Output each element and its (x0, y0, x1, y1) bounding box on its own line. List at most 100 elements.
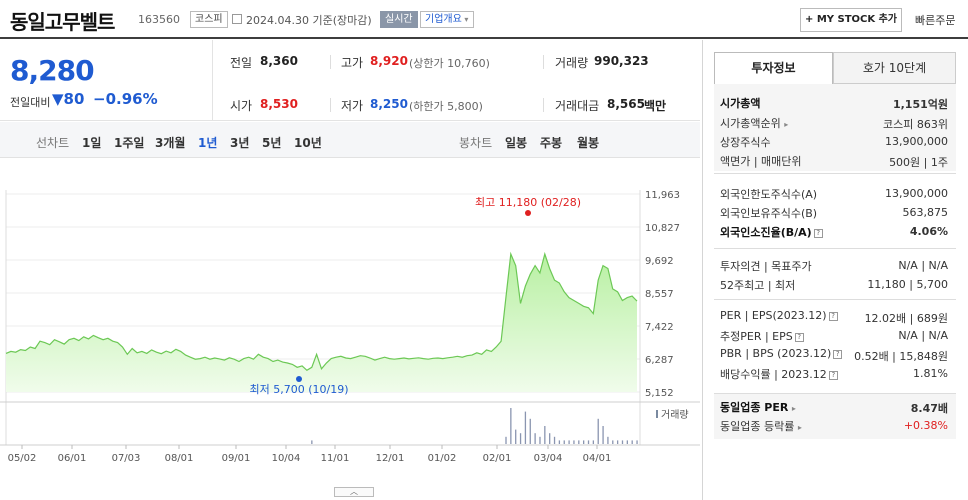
high-annotation: 최고 11,180 (02/28) (475, 196, 581, 209)
tab-investment-info[interactable]: 투자정보 (714, 52, 833, 84)
volume-bar (597, 418, 599, 444)
help-icon: ? (794, 332, 804, 342)
stock-code: 163560 (138, 13, 180, 26)
info-section-bg (714, 84, 956, 171)
volume-bar (515, 429, 517, 444)
volume-bar (524, 411, 527, 444)
volume-bar (573, 440, 575, 444)
x-tick-label: 09/01 (222, 453, 251, 464)
x-tick-label: 07/03 (112, 453, 141, 464)
volume-bar (592, 440, 595, 444)
volume-bar (607, 436, 609, 444)
help-icon: ? (828, 311, 838, 321)
opinion-section (714, 248, 956, 296)
y-tick-label: 6,287 (645, 355, 674, 366)
sector-rate-label[interactable]: 동일업종 등락률 ▸ (720, 420, 802, 433)
market-rank-value: 코스피 863위 (883, 118, 948, 131)
trade-amount-value: 8,565 (607, 97, 645, 111)
volume-bar (602, 426, 604, 444)
volume-value: 990,323 (594, 54, 649, 68)
volume-legend-swatch (656, 410, 658, 418)
y-tick-label: 11,963 (645, 190, 680, 201)
calendar-icon (232, 14, 242, 24)
high-marker (525, 210, 531, 216)
divider (543, 98, 544, 112)
volume-bar (529, 418, 531, 444)
sector-per-label[interactable]: 동일업종 PER ▸ (720, 401, 796, 414)
y-axis-ticks: 11,963 10,827 9,692 8,557 7,422 6,287 5,152 (645, 190, 680, 399)
company-overview-label: 기업개요 (425, 14, 462, 25)
help-icon: ? (828, 370, 838, 380)
x-tick-label: 08/01 (165, 453, 194, 464)
help-icon: ? (833, 349, 843, 359)
price-chart[interactable]: 11,963 10,827 9,692 8,557 7,422 6,287 5,152 05… (0, 160, 700, 500)
volume-bar (568, 440, 570, 444)
tab-1d[interactable]: 1일 (82, 136, 102, 150)
per-value: 12.02배 | 689원 (864, 312, 948, 325)
prev-close-label: 전일 (230, 56, 253, 70)
foreign-ratio-label: 외국인소진율(B/A)? (720, 224, 823, 240)
tab-monthly-candle[interactable]: 월봉 (577, 136, 600, 150)
tab-order-book[interactable]: 호가 10단계 (833, 52, 956, 84)
x-tick-label: 10/04 (272, 453, 301, 464)
volume-legend: 거래량 (661, 409, 689, 421)
tab-1w[interactable]: 1주일 (114, 136, 145, 150)
market-badge: 코스피 (190, 11, 228, 28)
low-annotation: 최저 5,700 (10/19) (249, 383, 348, 396)
sector-per-value: 8.47배 (910, 402, 948, 415)
high-label: 고가 (341, 56, 364, 70)
tab-daily-candle[interactable]: 일봉 (505, 136, 528, 150)
shares-value: 13,900,000 (885, 135, 948, 148)
per-section (714, 299, 956, 387)
realtime-badge[interactable]: 실시간 (380, 11, 418, 28)
per-label: PER | EPS(2023.12)? (720, 309, 838, 322)
volume-bar (510, 408, 512, 444)
tab-3m[interactable]: 3개월 (155, 136, 186, 150)
tab-3y[interactable]: 3년 (230, 136, 250, 150)
prev-close-value: 8,360 (260, 54, 298, 68)
price-line (5, 251, 638, 372)
x-axis-ticks: 05/02 06/01 07/03 08/01 09/01 10/04 11/01 12/01… (8, 445, 611, 464)
volume-bar (519, 433, 522, 444)
divider (330, 55, 331, 69)
tab-weekly-candle[interactable]: 주봉 (540, 136, 563, 150)
quick-order-button[interactable]: 빠른주문 (915, 14, 956, 27)
volume-bar (621, 440, 624, 444)
x-tick-label: 12/01 (376, 453, 405, 464)
change-value: ▼80 (52, 90, 85, 108)
price-divider (212, 40, 213, 120)
y-tick-label: 10,827 (645, 223, 680, 234)
foreign-limit-value: 13,900,000 (885, 187, 948, 200)
line-chart-label: 선차트 (36, 136, 70, 150)
market-cap-label: 시가총액 (720, 97, 761, 110)
change-percent: −0.96% (93, 90, 158, 108)
high-value: 8,920 (370, 54, 408, 68)
foreign-ratio-value: 4.06% (909, 225, 948, 238)
company-overview-button[interactable]: 기업개요 ▾ (420, 11, 474, 28)
x-tick-label: 05/02 (8, 453, 37, 464)
volume-bar (311, 440, 313, 444)
lower-limit: (하한가 5,800) (409, 100, 483, 113)
opinion-value: N/A | N/A (898, 259, 948, 272)
base-date: 2024.04.30 기준(장마감) (246, 14, 372, 27)
volume-bar (539, 436, 541, 444)
divider (330, 98, 331, 112)
tab-5y[interactable]: 5년 (262, 136, 282, 150)
est-per-label: 추정PER | EPS? (720, 328, 804, 344)
add-mystock-button[interactable]: + MY STOCK 추가 (800, 8, 902, 32)
y-tick-label: 7,422 (645, 322, 674, 333)
volume-bars (311, 408, 638, 444)
pbr-label: PBR | BPS (2023.12)? (720, 347, 843, 360)
tab-1y[interactable]: 1년 (198, 136, 218, 150)
current-price: 8,280 (10, 54, 95, 87)
tab-10y[interactable]: 10년 (294, 136, 322, 150)
y-tick-label: 8,557 (645, 289, 674, 300)
market-rank-label: 시가총액순위 ▸ (720, 117, 789, 130)
trade-amount-label: 거래대금 (555, 99, 600, 113)
expand-handle[interactable]: ︿ (334, 487, 374, 497)
upper-limit: (상한가 10,760) (409, 57, 490, 70)
x-tick-label: 11/01 (321, 453, 350, 464)
volume-bar (587, 440, 590, 444)
pbr-value: 0.52배 | 15,848원 (854, 350, 948, 363)
sector-section (714, 393, 956, 439)
